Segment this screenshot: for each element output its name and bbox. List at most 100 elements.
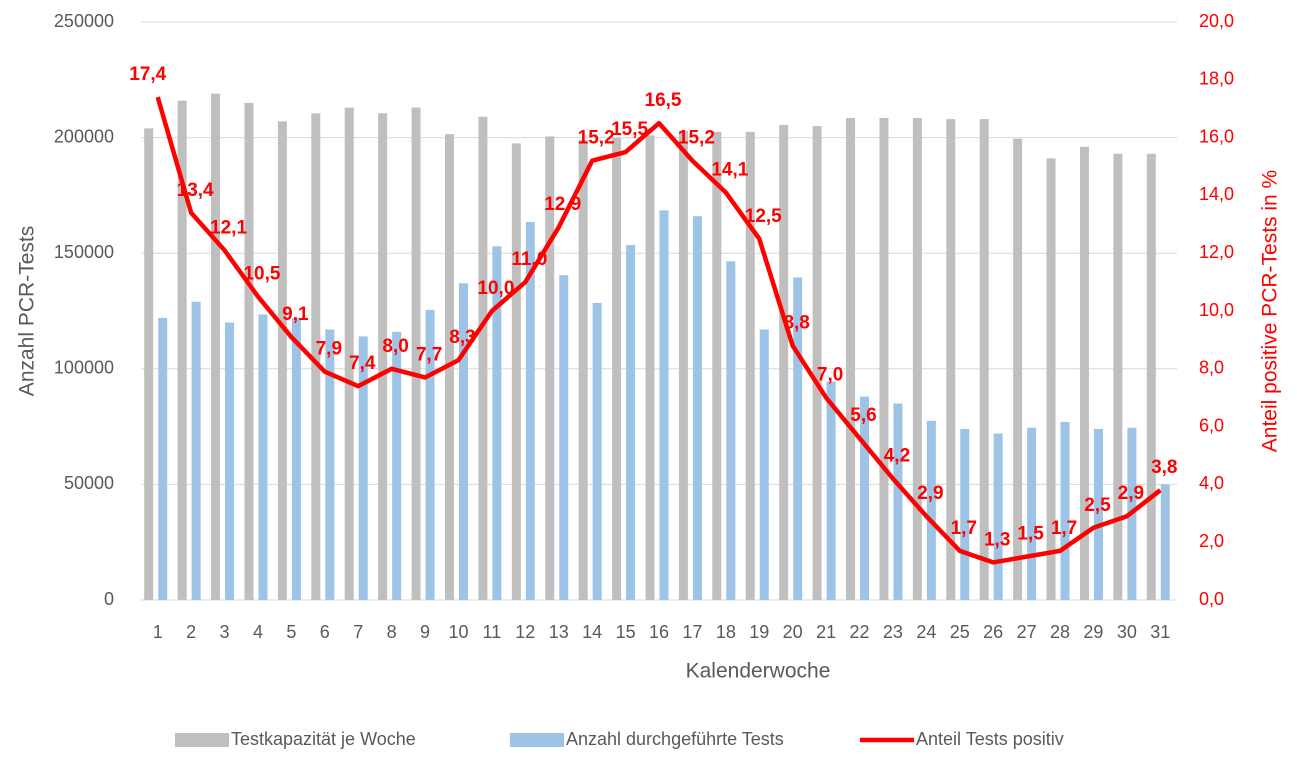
x-tick-label: 7: [353, 622, 363, 642]
data-label: 2,9: [1118, 483, 1144, 504]
data-label: 1,3: [984, 529, 1010, 550]
bar: [411, 107, 421, 600]
bar: [793, 277, 803, 600]
bar: [826, 381, 836, 600]
legend-label: Testkapazität je Woche: [231, 729, 416, 749]
x-tick-label: 15: [616, 622, 636, 642]
y2-tick-label: 4,0: [1199, 473, 1224, 493]
y-tick-label: 0: [104, 589, 114, 609]
bar: [1160, 484, 1170, 600]
data-label: 7,9: [316, 339, 342, 360]
x-tick-label: 25: [950, 622, 970, 642]
bar: [993, 433, 1003, 600]
bar: [344, 107, 354, 600]
y2-tick-label: 10,0: [1199, 300, 1234, 320]
data-label: 15,2: [678, 128, 715, 149]
data-label: 7,7: [416, 344, 442, 365]
x-tick-label: 14: [582, 622, 602, 642]
data-label: 15,2: [578, 128, 615, 149]
x-tick-label: 21: [816, 622, 836, 642]
bar: [659, 210, 669, 601]
y2-tick-label: 18,0: [1199, 69, 1234, 89]
bar: [726, 261, 736, 600]
bar: [559, 275, 569, 600]
y2-tick-label: 20,0: [1199, 11, 1234, 31]
data-label: 10,0: [477, 278, 514, 299]
data-label: 17,4: [129, 64, 166, 85]
y-tick-label: 150000: [54, 242, 114, 262]
bar: [525, 221, 535, 600]
x-axis-title: Kalenderwoche: [686, 660, 831, 683]
x-tick-label: 30: [1117, 622, 1137, 642]
bar: [645, 135, 655, 600]
bar: [1027, 427, 1037, 600]
y-axis-title: Anzahl PCR-Tests: [16, 226, 39, 396]
x-tick-label: 27: [1017, 622, 1037, 642]
line: [155, 96, 1162, 565]
bar: [578, 139, 588, 601]
y2-tick-label: 8,0: [1199, 358, 1224, 378]
x-tick-label: 10: [448, 622, 468, 642]
data-label: 13,4: [177, 180, 214, 201]
data-label: 12,9: [544, 194, 581, 215]
bar: [1079, 146, 1089, 600]
bar: [511, 143, 521, 600]
bar: [277, 121, 287, 600]
bar: [846, 117, 856, 600]
x-tick-label: 26: [983, 622, 1003, 642]
x-tick-label: 11: [483, 622, 502, 642]
data-label: 15,5: [611, 119, 648, 140]
data-label: 5,6: [850, 405, 876, 426]
x-tick-label: 20: [783, 622, 803, 642]
bar: [860, 396, 870, 600]
bar: [979, 119, 989, 600]
y-tick-label: 250000: [54, 11, 114, 31]
x-tick-label: 6: [320, 622, 330, 642]
bar: [779, 124, 789, 600]
data-label: 2,5: [1084, 495, 1111, 516]
y2-tick-label: 14,0: [1199, 184, 1234, 204]
bar: [759, 329, 769, 600]
bar: [626, 245, 636, 600]
bar: [425, 309, 435, 600]
bar: [1146, 153, 1156, 600]
x-tick-label: 13: [549, 622, 569, 642]
data-label: 1,7: [951, 518, 977, 539]
data-label: 7,4: [349, 353, 376, 374]
data-label: 8,8: [783, 313, 809, 334]
data-label: 9,1: [282, 304, 309, 325]
bar: [158, 317, 168, 600]
x-tick-label: 1: [153, 622, 163, 642]
data-label: 4,2: [884, 446, 910, 467]
y2-axis-title: Anteil positive PCR-Tests in %: [1259, 170, 1282, 452]
bar: [812, 126, 822, 600]
bar: [612, 137, 622, 600]
legend-swatch: [175, 733, 229, 747]
legend-label: Anteil Tests positiv: [916, 729, 1064, 749]
data-label: 8,3: [449, 327, 475, 348]
data-label: 14,1: [711, 160, 748, 181]
bar: [144, 128, 154, 601]
x-tick-label: 2: [186, 622, 196, 642]
bar: [926, 420, 936, 600]
x-tick-label: 31: [1150, 622, 1170, 642]
data-label: 1,7: [1051, 518, 1077, 539]
bar: [1013, 138, 1023, 601]
x-tick-label: 24: [916, 622, 936, 642]
bar: [492, 246, 502, 600]
y-tick-label: 200000: [54, 126, 114, 146]
bar: [545, 136, 555, 600]
y-tick-label: 100000: [54, 358, 114, 378]
x-tick-label: 3: [220, 622, 230, 642]
bar: [291, 317, 301, 600]
legend-label: Anzahl durchgeführte Tests: [566, 729, 784, 749]
data-label: 16,5: [645, 90, 682, 111]
bar: [258, 314, 268, 600]
bar: [893, 403, 903, 600]
data-label: 11,0: [511, 249, 547, 270]
y2-tick-label: 0,0: [1199, 589, 1224, 609]
x-tick-label: 29: [1083, 622, 1103, 642]
bar: [1046, 158, 1056, 600]
x-tick-label: 22: [850, 622, 870, 642]
